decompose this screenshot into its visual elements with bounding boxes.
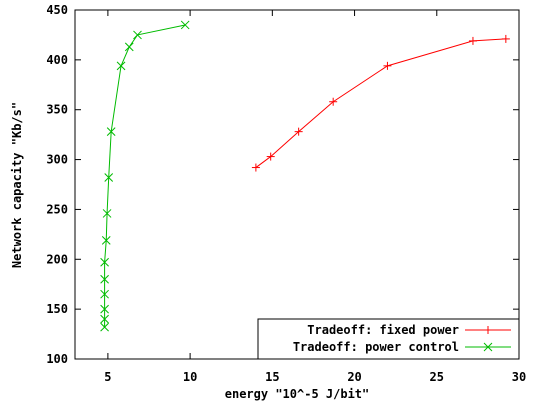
data-point-0-0 [251, 163, 260, 172]
y-tick-label-4: 300 [46, 153, 68, 167]
data-point-1-9 [106, 127, 116, 137]
data-point-0-4 [383, 61, 392, 70]
y-tick-label-3: 250 [46, 202, 68, 216]
data-point-1-5 [100, 257, 109, 267]
data-point-1-11 [124, 42, 134, 52]
ticks: 5 10 15 20 25 30 100 150 200 250 300 350 400 450 [46, 3, 526, 384]
x-tick-label-1: 10 [183, 370, 197, 384]
series-layer [100, 20, 510, 332]
legend-box [257, 318, 520, 360]
x-tick-label-3: 20 [347, 370, 361, 384]
data-point-1-7 [102, 209, 112, 218]
legend: Tradeoff: fixed power Tradeoff: power co… [257, 318, 520, 360]
data-point-0-6 [501, 34, 510, 43]
data-point-1-10 [116, 61, 126, 71]
series-line-1 [104, 24, 186, 328]
y-tick-label-7: 450 [46, 3, 68, 17]
x-tick-label-5: 30 [512, 370, 526, 384]
plot-frame [74, 9, 520, 360]
legend-label-fixed-power: Tradeoff: fixed power [307, 323, 459, 337]
data-point-1-4 [100, 274, 109, 284]
data-point-1-3 [100, 289, 109, 299]
data-point-0-5 [468, 36, 477, 45]
y-tick-label-1: 150 [46, 302, 68, 316]
y-axis-label: Network capacity "Kb/s" [10, 102, 24, 268]
y-tick-label-2: 200 [46, 252, 68, 266]
data-point-1-6 [101, 235, 111, 245]
data-point-0-2 [294, 127, 303, 136]
legend-label-power-control: Tradeoff: power control [293, 340, 459, 354]
y-tick-label-0: 100 [46, 352, 68, 366]
data-point-1-12 [133, 30, 142, 40]
x-axis-label: energy "10^-5 J/bit" [225, 387, 370, 401]
data-point-1-0 [100, 322, 109, 332]
data-point-1-13 [180, 20, 190, 30]
data-point-0-1 [266, 152, 275, 161]
legend-marker-fixed-power [484, 326, 492, 334]
x-tick-label-4: 25 [430, 370, 444, 384]
x-tick-label-0: 5 [104, 370, 111, 384]
y-tick-label-5: 350 [46, 103, 68, 117]
legend-point-fixed-power [484, 326, 492, 334]
legend-point-power-control [483, 342, 493, 352]
data-point-1-2 [100, 304, 109, 314]
data-point-1-1 [100, 314, 109, 324]
x-tick-label-2: 15 [265, 370, 279, 384]
series-line-0 [255, 38, 506, 168]
legend-marker-power-control [483, 342, 493, 352]
data-point-1-8 [104, 173, 114, 182]
y-tick-label-6: 400 [46, 53, 68, 67]
data-point-0-3 [329, 97, 338, 106]
